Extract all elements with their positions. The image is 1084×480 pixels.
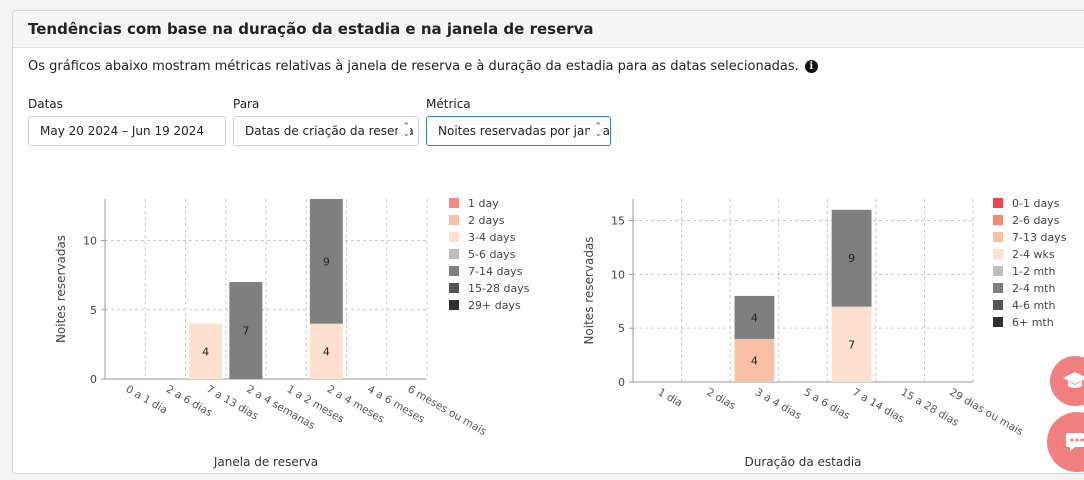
date-range-value: May 20 2024 – Jun 19 2024 [40,124,205,138]
metrica-value: Noites reservadas por janela [438,124,610,138]
legend-label: 2-4 wks [1012,248,1055,261]
legend-swatch [449,266,459,276]
legend-swatch [993,198,1003,208]
graduation-cap-icon [1063,372,1084,388]
legend-swatch [449,300,459,310]
legend-swatch [993,249,1003,259]
legend-label: 6+ mth [1012,316,1054,329]
legend-swatch [449,232,459,242]
legend-swatch [449,249,459,259]
legend-label: 29+ days [468,299,521,312]
chat-bubble-icon [1066,433,1084,451]
y-tick-label: 5 [618,322,625,335]
bar-segment [309,323,343,379]
legend-swatch [449,283,459,293]
bar-segment [229,282,263,379]
x-tick-label: 7 a 14 dias [850,386,906,425]
legend-swatch [993,317,1003,327]
para-field: Para Datas de criação da reserva ⌃ ⌄ [233,97,419,146]
legend-swatch [993,283,1003,293]
legend-label: 4-6 mth [1012,299,1055,312]
metrica-label: Métrica [426,97,471,111]
x-tick-label: 0 a 1 dia [124,383,170,416]
data-label: 9 [848,252,855,265]
data-label: 4 [202,345,209,358]
legend-swatch [993,215,1003,225]
dates-label: Datas [28,97,63,111]
x-tick-label: 1 dia [656,386,685,409]
legend-label: 7-14 days [468,265,523,278]
para-select[interactable]: Datas de criação da reserva ⌃ ⌄ [233,116,419,146]
metrica-field: Métrica Noites reservadas por janela ⌃ ⌄ [426,97,611,146]
data-label: 7 [242,325,249,338]
legend-label: 15-28 days [468,282,530,295]
data-label: 4 [751,311,758,324]
bar-segment [734,338,775,382]
legend-label: 2-4 mth [1012,282,1055,295]
bar-segment [831,306,872,382]
y-tick-label: 10 [611,268,625,281]
x-tick-label: 29 dias ou mais [947,386,1025,438]
legend-swatch [449,198,459,208]
panel-description: Os gráficos abaixo mostram métricas rela… [28,59,818,74]
x-axis-title: Janela de reserva [213,455,318,469]
select-chevron-icon: ⌃ ⌄ [590,123,602,139]
y-tick-label: 10 [83,235,97,248]
y-axis-title: Noites reservadas [54,235,68,343]
y-tick-label: 0 [618,376,625,389]
select-chevron-icon: ⌃ ⌄ [398,123,410,139]
y-tick-label: 0 [90,373,97,386]
description-text: Os gráficos abaixo mostram métricas rela… [28,59,799,74]
legend-label: 3-4 days [468,231,516,244]
legend-label: 5-6 days [468,248,516,261]
para-label: Para [233,97,260,111]
data-label: 7 [848,338,855,351]
legend-label: 2-6 days [1012,214,1060,227]
y-axis-title: Noites reservadas [582,236,596,344]
x-axis-title: Duração da estadia [744,455,861,469]
data-label: 4 [323,345,330,358]
bar-segment [831,209,872,307]
para-value: Datas de criação da reserva [245,124,414,138]
legend-label: 0-1 days [1012,197,1060,210]
legend-label: 2 days [468,214,505,227]
x-tick-label: 3 a 4 dias [753,386,803,422]
help-center-button[interactable] [1050,356,1084,406]
legend-swatch [449,215,459,225]
date-range-input[interactable]: May 20 2024 – Jun 19 2024 [28,116,226,146]
legend-swatch [993,300,1003,310]
trends-panel: Tendências com base na duração da estadi… [12,10,1084,474]
info-icon[interactable]: i [804,60,818,73]
y-tick-label: 5 [90,304,97,317]
x-tick-label: 2 dias [704,386,737,412]
dates-field: Datas May 20 2024 – Jun 19 2024 [28,97,226,146]
bar-segment [189,323,223,379]
panel-title: Tendências com base na duração da estadi… [28,20,594,38]
legend-swatch [993,266,1003,276]
legend-label: 1 day [468,197,499,210]
legend-label: 7-13 days [1012,231,1067,244]
x-tick-label: 5 a 6 dias [802,386,852,422]
data-label: 9 [323,255,330,268]
metrica-select[interactable]: Noites reservadas por janela ⌃ ⌄ [426,116,611,146]
x-tick-label: 2 a 4 semanas [244,383,317,432]
y-tick-label: 15 [611,215,625,228]
bar-segment [734,295,775,339]
data-label: 4 [751,354,758,367]
panel-header: Tendências com base na duração da estadi… [13,11,1084,48]
legend-label: 1-2 mth [1012,265,1055,278]
legend-swatch [993,232,1003,242]
bar-segment [309,199,343,324]
